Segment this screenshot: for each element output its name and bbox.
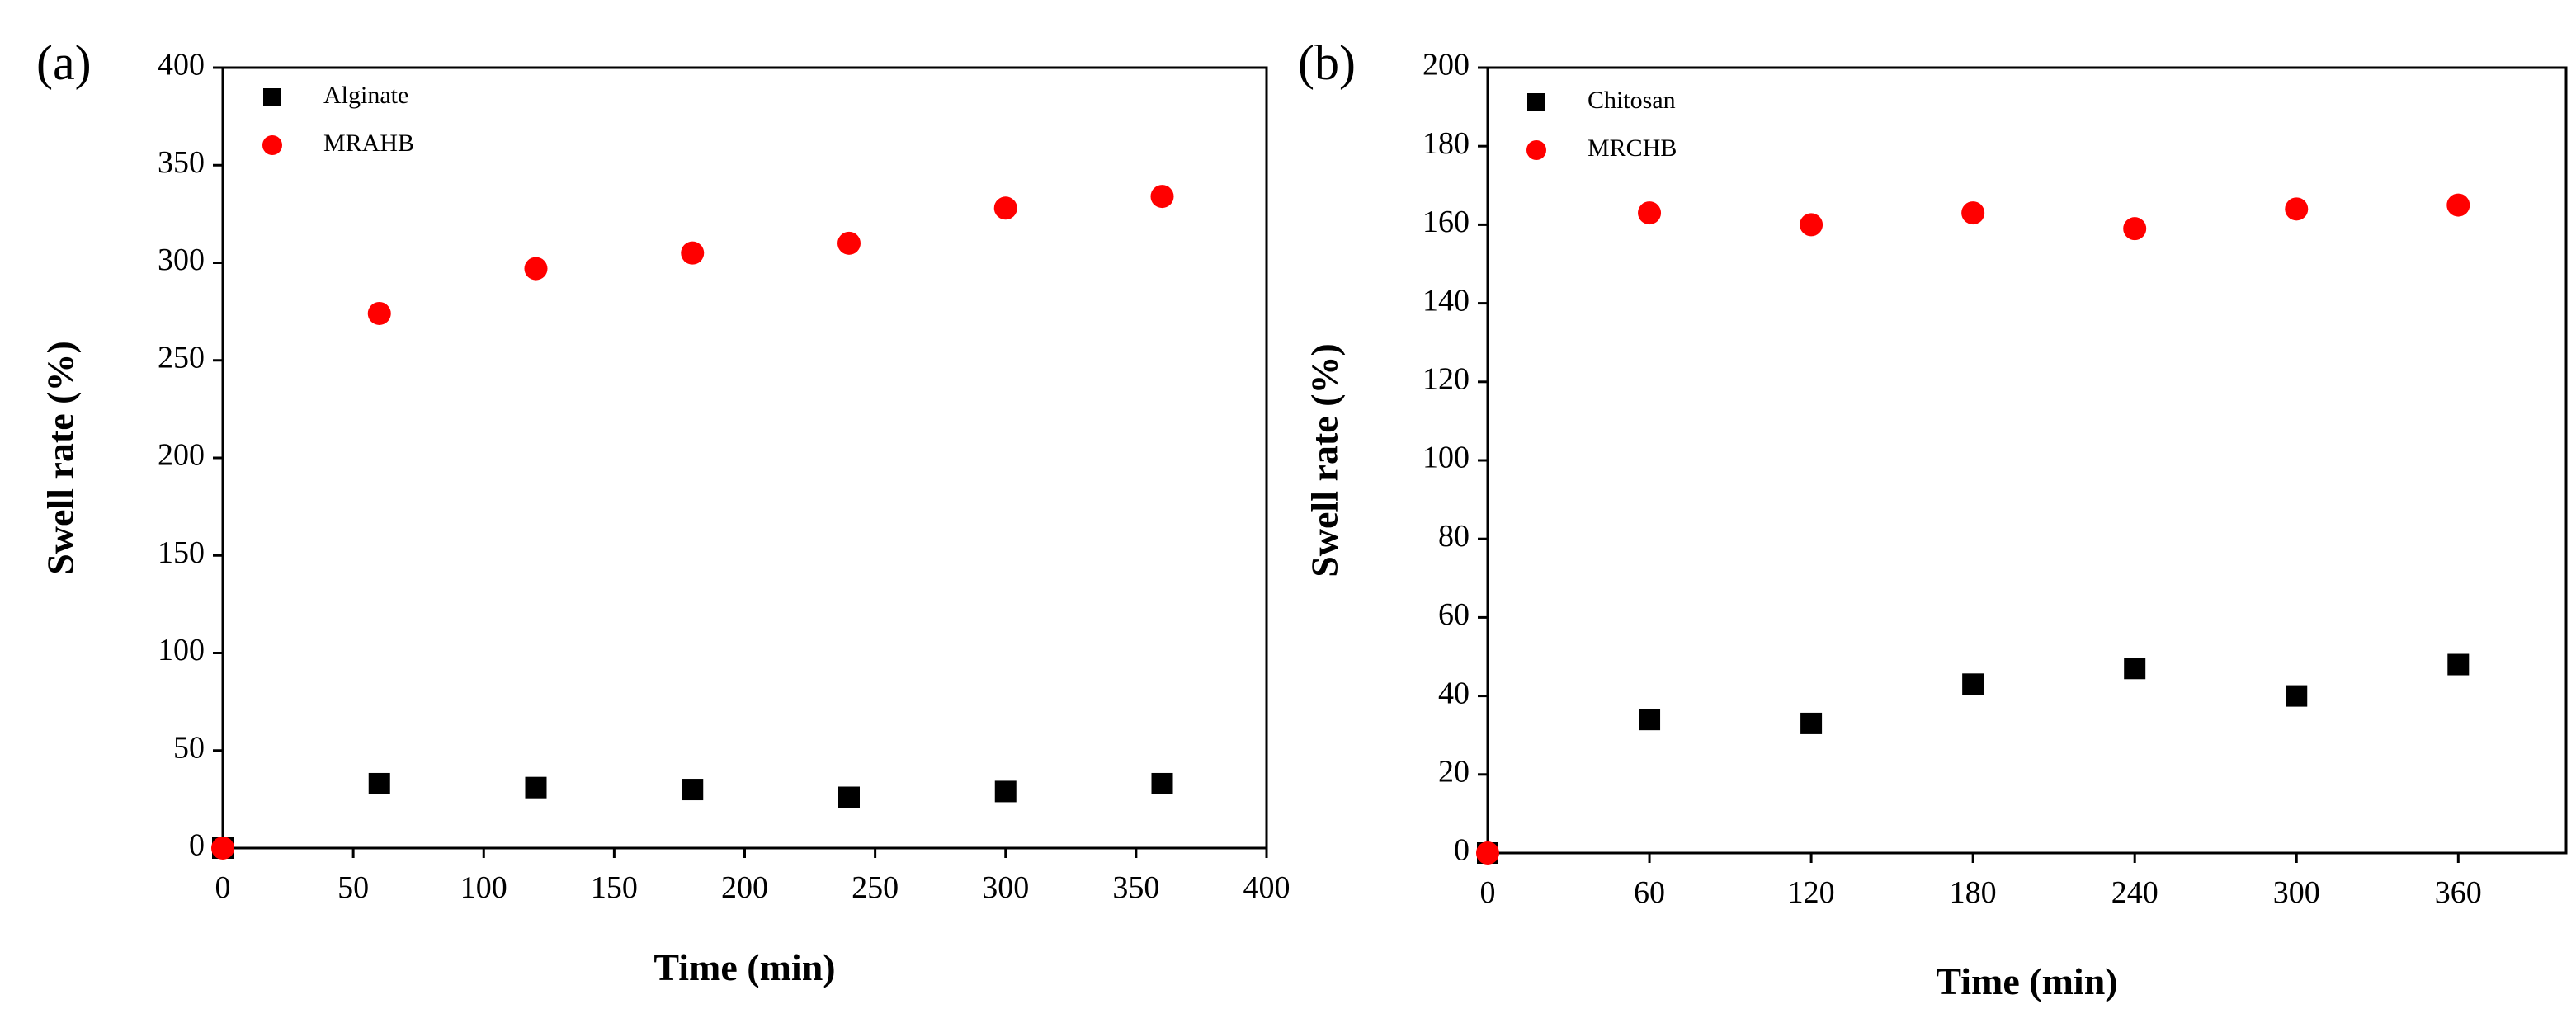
y-tick-label: 400 — [158, 48, 205, 82]
y-tick-label: 120 — [1422, 362, 1470, 397]
data-point-mrahb — [681, 241, 705, 265]
data-point-mrchb — [1961, 201, 1985, 225]
data-point-chitosan — [1639, 709, 1661, 731]
y-axis-label: Swell rate (%) — [1304, 343, 1346, 578]
legend-marker-mrchb — [1526, 140, 1546, 160]
data-point-mrahb — [367, 301, 391, 325]
x-tick-label: 120 — [1788, 875, 1835, 910]
legend-label-chitosan: Chitosan — [1588, 87, 1676, 114]
data-point-alginate — [1151, 772, 1173, 794]
data-point-alginate — [838, 786, 860, 808]
data-point-mrahb — [1150, 185, 1174, 209]
data-point-mrchb — [2285, 197, 2309, 221]
y-tick-label: 150 — [158, 535, 205, 570]
y-tick-label: 100 — [1422, 441, 1470, 475]
legend-marker-chitosan — [1527, 93, 1545, 111]
data-point-mrchb — [1638, 201, 1662, 225]
x-axis-label: Time (min) — [1936, 960, 2117, 1002]
plot-frame — [1486, 66, 2568, 855]
data-point-alginate — [994, 780, 1017, 803]
y-tick-label: 200 — [1422, 48, 1470, 82]
y-tick-label: 100 — [158, 633, 205, 667]
y-axis-label: Swell rate (%) — [40, 341, 82, 575]
y-tick-label: 200 — [158, 438, 205, 473]
data-point-chitosan — [2124, 658, 2146, 680]
panel-label: (a) — [36, 35, 92, 90]
x-axis-label: Time (min) — [653, 946, 835, 988]
legend-label-mrchb: MRCHB — [1588, 134, 1677, 162]
chart-panel-b: (b) 0 60 120 180 240 300 360 0 20 40 60 80 100 120 140 1… — [1298, 35, 2568, 1002]
x-tick-label: 250 — [852, 870, 899, 905]
legend-marker-alginate — [263, 88, 281, 106]
x-tick-label: 60 — [1634, 875, 1665, 910]
data-point-chitosan — [1800, 712, 1823, 734]
x-tick-label: 100 — [460, 870, 507, 905]
y-tick-label: 0 — [1454, 833, 1470, 868]
data-point-chitosan — [1962, 673, 1984, 695]
x-tick-label: 200 — [721, 870, 768, 905]
x-tick-label: 0 — [215, 870, 231, 905]
y-tick-label: 20 — [1438, 755, 1470, 790]
x-tick-label: 180 — [1950, 875, 1997, 910]
data-point-mrchb — [2123, 217, 2147, 241]
y-tick-label: 300 — [158, 243, 205, 277]
y-tick-label: 140 — [1422, 283, 1470, 318]
data-point-mrchb — [2446, 193, 2470, 217]
y-tick-label: 160 — [1422, 205, 1470, 239]
x-tick-label: 350 — [1112, 870, 1159, 905]
x-tick-label: 240 — [2111, 875, 2158, 910]
data-point-chitosan — [2447, 653, 2470, 676]
x-tick-label: 300 — [982, 870, 1029, 905]
y-tick-label: 350 — [158, 145, 205, 180]
x-tick-label: 0 — [1480, 875, 1496, 910]
y-tick-label: 180 — [1422, 126, 1470, 161]
data-point-mrchb — [1800, 213, 1823, 237]
data-point-chitosan — [2286, 685, 2308, 707]
x-tick-label: 50 — [337, 870, 369, 905]
x-tick-label: 360 — [2435, 875, 2482, 910]
data-point-mrahb — [993, 196, 1017, 220]
y-tick-label: 50 — [173, 730, 205, 765]
legend-marker-mrahb — [262, 135, 282, 155]
y-tick-label: 60 — [1438, 597, 1470, 632]
chart-panel-a: (a) 0 50 100 150 200 250 300 350 400 0 50 100 150 200 2… — [36, 35, 1290, 988]
data-point-mrahb — [211, 837, 234, 860]
legend-label-alginate: Alginate — [323, 82, 408, 109]
data-point-mrahb — [524, 257, 548, 280]
y-tick-label: 80 — [1438, 519, 1470, 554]
legend-label-mrahb: MRAHB — [323, 130, 414, 157]
plot-frame — [221, 66, 1268, 850]
y-tick-label: 250 — [158, 340, 205, 375]
y-tick-label: 40 — [1438, 676, 1470, 710]
data-point-mrchb — [1476, 842, 1499, 865]
x-tick-label: 400 — [1243, 870, 1290, 905]
data-point-alginate — [682, 779, 704, 801]
data-point-alginate — [368, 772, 390, 794]
panel-label: (b) — [1298, 35, 1356, 90]
x-tick-label: 300 — [2273, 875, 2320, 910]
y-tick-label: 0 — [189, 828, 205, 863]
x-tick-label: 150 — [591, 870, 638, 905]
data-point-mrahb — [837, 231, 861, 255]
data-point-alginate — [525, 776, 547, 799]
